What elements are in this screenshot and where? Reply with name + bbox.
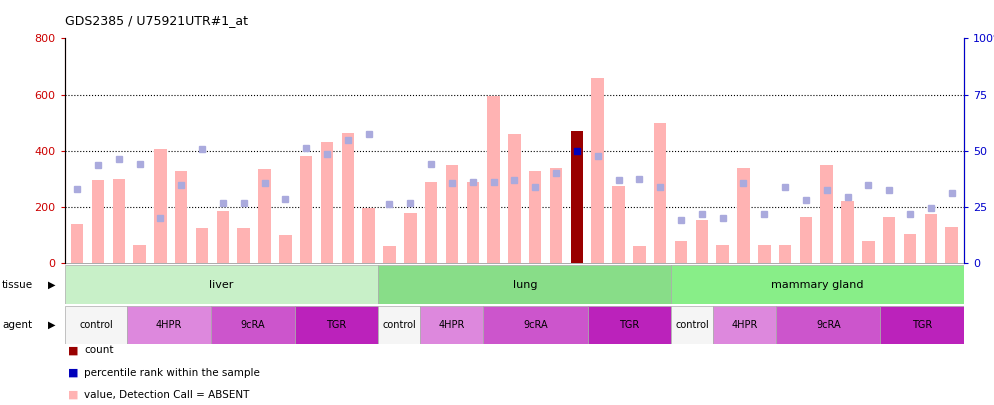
- Bar: [127, 306, 211, 344]
- Bar: [112, 179, 125, 263]
- Bar: [654, 123, 666, 263]
- Text: control: control: [383, 320, 416, 330]
- Text: TGR: TGR: [912, 320, 932, 330]
- Bar: [945, 227, 958, 263]
- Bar: [379, 306, 420, 344]
- Bar: [612, 186, 625, 263]
- Bar: [671, 265, 964, 304]
- Bar: [633, 246, 645, 263]
- Bar: [65, 306, 127, 344]
- Bar: [384, 246, 396, 263]
- Bar: [671, 306, 713, 344]
- Text: tissue: tissue: [2, 279, 33, 290]
- Bar: [758, 245, 770, 263]
- Text: liver: liver: [210, 279, 234, 290]
- Bar: [91, 180, 104, 263]
- Bar: [675, 241, 687, 263]
- Bar: [841, 201, 854, 263]
- Bar: [529, 171, 542, 263]
- Bar: [379, 265, 671, 304]
- Bar: [154, 149, 167, 263]
- Bar: [696, 220, 708, 263]
- Text: ■: ■: [68, 368, 79, 377]
- Bar: [550, 168, 563, 263]
- Text: ■: ■: [68, 345, 79, 355]
- Bar: [420, 306, 483, 344]
- Bar: [587, 306, 671, 344]
- Bar: [738, 168, 749, 263]
- Text: TGR: TGR: [326, 320, 347, 330]
- Bar: [483, 306, 587, 344]
- Text: value, Detection Call = ABSENT: value, Detection Call = ABSENT: [84, 390, 249, 400]
- Text: 4HPR: 4HPR: [156, 320, 182, 330]
- Bar: [591, 78, 604, 263]
- Bar: [508, 134, 521, 263]
- Bar: [295, 306, 379, 344]
- Text: count: count: [84, 345, 114, 355]
- Text: 9cRA: 9cRA: [241, 320, 265, 330]
- Bar: [424, 182, 437, 263]
- Text: ▶: ▶: [48, 320, 56, 330]
- Bar: [175, 171, 188, 263]
- Text: control: control: [675, 320, 709, 330]
- Text: 4HPR: 4HPR: [438, 320, 465, 330]
- Bar: [196, 228, 209, 263]
- Text: lung: lung: [513, 279, 537, 290]
- Bar: [321, 143, 333, 263]
- Bar: [800, 217, 812, 263]
- Text: 9cRA: 9cRA: [816, 320, 841, 330]
- Bar: [217, 211, 229, 263]
- Bar: [342, 132, 354, 263]
- Bar: [881, 306, 964, 344]
- Bar: [883, 217, 896, 263]
- Text: percentile rank within the sample: percentile rank within the sample: [84, 368, 260, 377]
- Bar: [133, 245, 146, 263]
- Text: GDS2385 / U75921UTR#1_at: GDS2385 / U75921UTR#1_at: [65, 14, 248, 27]
- Bar: [717, 245, 729, 263]
- Bar: [363, 209, 375, 263]
- Bar: [466, 182, 479, 263]
- Bar: [862, 241, 875, 263]
- Text: 9cRA: 9cRA: [523, 320, 548, 330]
- Text: ■: ■: [68, 390, 79, 400]
- Text: mammary gland: mammary gland: [771, 279, 864, 290]
- Bar: [404, 213, 416, 263]
- Text: control: control: [80, 320, 113, 330]
- Text: agent: agent: [2, 320, 32, 330]
- Bar: [776, 306, 881, 344]
- Bar: [71, 224, 83, 263]
- Bar: [924, 214, 937, 263]
- Text: ▶: ▶: [48, 279, 56, 290]
- Bar: [487, 96, 500, 263]
- Bar: [65, 265, 379, 304]
- Text: 4HPR: 4HPR: [732, 320, 757, 330]
- Bar: [571, 131, 583, 263]
- Bar: [258, 169, 270, 263]
- Bar: [713, 306, 776, 344]
- Bar: [820, 165, 833, 263]
- Text: TGR: TGR: [619, 320, 639, 330]
- Bar: [779, 245, 791, 263]
- Bar: [445, 165, 458, 263]
- Bar: [300, 156, 312, 263]
- Bar: [904, 234, 916, 263]
- Bar: [211, 306, 295, 344]
- Bar: [279, 235, 291, 263]
- Bar: [238, 228, 249, 263]
